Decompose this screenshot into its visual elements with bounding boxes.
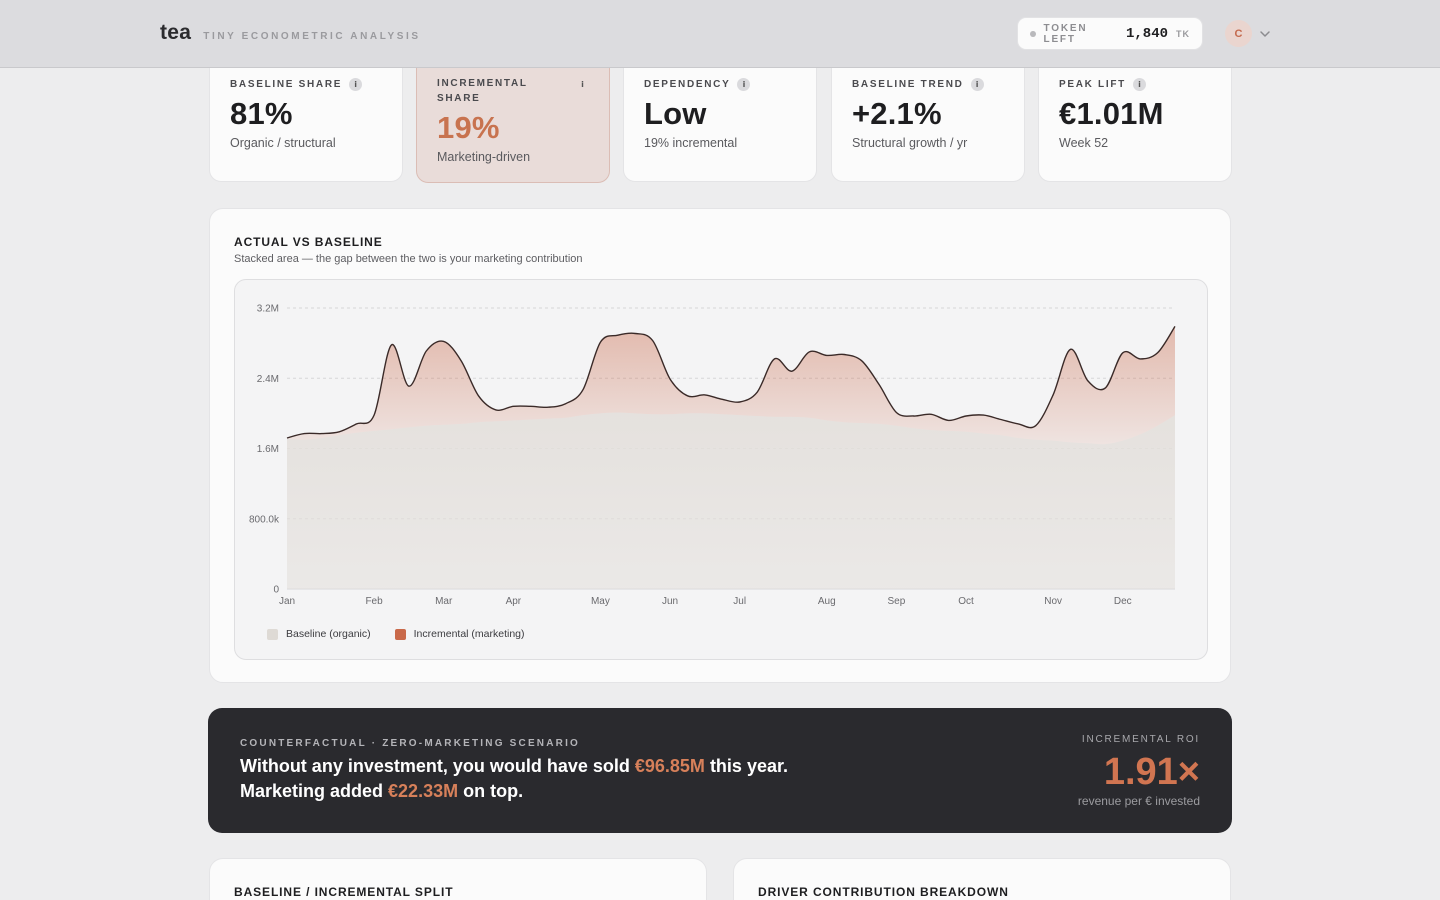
kpi-subtitle: 19% incremental <box>644 136 738 150</box>
cf-text: this year. <box>704 756 788 776</box>
avatar[interactable]: C <box>1225 20 1252 47</box>
legend-swatch <box>267 628 278 640</box>
x-tick-label: Oct <box>958 596 974 607</box>
x-tick-label: Nov <box>1044 596 1062 607</box>
incremental-area <box>287 326 1175 445</box>
driver-card-title: DRIVER CONTRIBUTION BREAKDOWN <box>758 885 1009 899</box>
kpi-subtitle: Week 52 <box>1059 136 1109 150</box>
kpi-card-incremental-share[interactable]: INCREMENTAL SHARE i 19% Marketing-driven <box>416 52 610 183</box>
driver-breakdown-card: DRIVER CONTRIBUTION BREAKDOWN <box>733 858 1231 900</box>
legend-item-incremental[interactable]: Incremental (marketing) <box>394 628 525 640</box>
info-icon[interactable]: i <box>1132 78 1146 91</box>
y-tick-label: 0 <box>273 585 279 596</box>
kpi-value: Low <box>644 96 707 131</box>
kpi-value: 19% <box>437 110 500 145</box>
token-unit: TK <box>1176 28 1190 39</box>
token-value: 1,840 <box>1125 25 1168 42</box>
chart-legend: Baseline (organic) Incremental (marketin… <box>267 628 525 640</box>
kpi-value: +2.1% <box>852 96 942 131</box>
kpi-label: DEPENDENCY <box>644 79 731 90</box>
marketing-added-value: €22.33M <box>388 781 459 801</box>
kpi-card-baseline-share[interactable]: BASELINE SHARE i 81% Organic / structura… <box>209 56 403 182</box>
legend-swatch <box>394 628 406 640</box>
split-card-title: BASELINE / INCREMENTAL SPLIT <box>234 885 454 899</box>
roi-subtitle: revenue per € invested <box>1077 794 1200 808</box>
token-label: TOKEN LEFT <box>1043 22 1088 45</box>
roi-label: INCREMENTAL ROI <box>1081 734 1200 745</box>
top-bar: tea TINY ECONOMETRIC ANALYSIS TOKEN LEFT… <box>0 0 1440 68</box>
y-tick-label: 3.2M <box>257 304 279 315</box>
app-tagline: TINY ECONOMETRIC ANALYSIS <box>203 31 421 42</box>
kpi-card-dependency[interactable]: DEPENDENCY i Low 19% incremental <box>623 56 817 182</box>
kpi-subtitle: Structural growth / yr <box>852 136 968 150</box>
x-tick-label: Jun <box>662 596 678 607</box>
y-tick-label: 800.0k <box>249 514 280 525</box>
brand[interactable]: tea TINY ECONOMETRIC ANALYSIS <box>160 21 421 45</box>
baseline-area <box>287 412 1175 589</box>
x-tick-label: Feb <box>365 596 383 607</box>
kpi-label: PEAK LIFT <box>1059 79 1126 90</box>
kpi-subtitle: Organic / structural <box>230 136 336 150</box>
kpi-label: INCREMENTAL SHARE <box>437 78 528 104</box>
counterfactual-line-1: Without any investment, you would have s… <box>240 756 788 777</box>
x-tick-label: Jan <box>279 596 295 607</box>
chart-subtitle: Stacked area — the gap between the two i… <box>234 253 583 265</box>
kpi-value: 81% <box>230 96 293 131</box>
actual-line <box>286 326 1176 439</box>
split-card: BASELINE / INCREMENTAL SPLIT <box>209 858 707 900</box>
cf-text: Marketing added <box>240 781 389 801</box>
counterfactual-sales-value: €96.85M <box>634 756 705 776</box>
info-icon[interactable]: i <box>581 80 584 89</box>
x-tick-label: Mar <box>435 596 453 607</box>
counterfactual-eyebrow: COUNTERFACTUAL · ZERO-MARKETING SCENARIO <box>240 738 581 749</box>
stacked-area-chart[interactable]: 0 800.0k 1.6M 2.4M 3.2M Jan Feb Mar Apr May Jun Jul… <box>235 280 1209 661</box>
app-logo: tea <box>160 21 192 44</box>
chevron-down-icon[interactable] <box>1258 27 1272 41</box>
counterfactual-line-2: Marketing added €22.33M on top. <box>240 781 523 802</box>
legend-item-baseline[interactable]: Baseline (organic) <box>267 628 371 640</box>
kpi-label: BASELINE SHARE <box>230 79 343 90</box>
kpi-label: BASELINE TREND <box>852 79 964 90</box>
y-tick-label: 1.6M <box>257 444 279 455</box>
kpi-card-peak-lift[interactable]: PEAK LIFT i €1.01M Week 52 <box>1038 56 1232 182</box>
info-icon[interactable]: i <box>737 78 751 91</box>
x-tick-label: Jul <box>733 596 746 607</box>
cf-text: Without any investment, you would have s… <box>240 756 635 776</box>
counterfactual-banner: COUNTERFACTUAL · ZERO-MARKETING SCENARIO… <box>208 708 1232 833</box>
chart-container: 0 800.0k 1.6M 2.4M 3.2M Jan Feb Mar Apr May Jun Jul… <box>234 279 1208 660</box>
status-dot-icon <box>1030 30 1036 37</box>
actual-vs-baseline-card: ACTUAL VS BASELINE Stacked area — the ga… <box>209 208 1231 683</box>
kpi-value: €1.01M <box>1059 96 1164 131</box>
x-tick-label: May <box>591 596 610 607</box>
x-tick-label: Sep <box>888 596 906 607</box>
x-tick-label: Aug <box>818 596 836 607</box>
roi-value: 1.91× <box>1103 751 1200 793</box>
info-icon[interactable]: i <box>349 78 363 91</box>
legend-label: Incremental (marketing) <box>413 628 525 640</box>
kpi-subtitle: Marketing-driven <box>437 150 531 164</box>
token-balance[interactable]: TOKEN LEFT 1,840 TK <box>1017 17 1203 50</box>
cf-text: on top. <box>458 781 524 801</box>
legend-label: Baseline (organic) <box>286 628 371 640</box>
chart-title: ACTUAL VS BASELINE <box>234 235 383 249</box>
x-tick-label: Dec <box>1114 596 1132 607</box>
kpi-card-baseline-trend[interactable]: BASELINE TREND i +2.1% Structural growth… <box>831 56 1025 182</box>
x-tick-label: Apr <box>506 596 522 607</box>
info-icon[interactable]: i <box>970 78 984 91</box>
y-tick-label: 2.4M <box>257 374 279 385</box>
